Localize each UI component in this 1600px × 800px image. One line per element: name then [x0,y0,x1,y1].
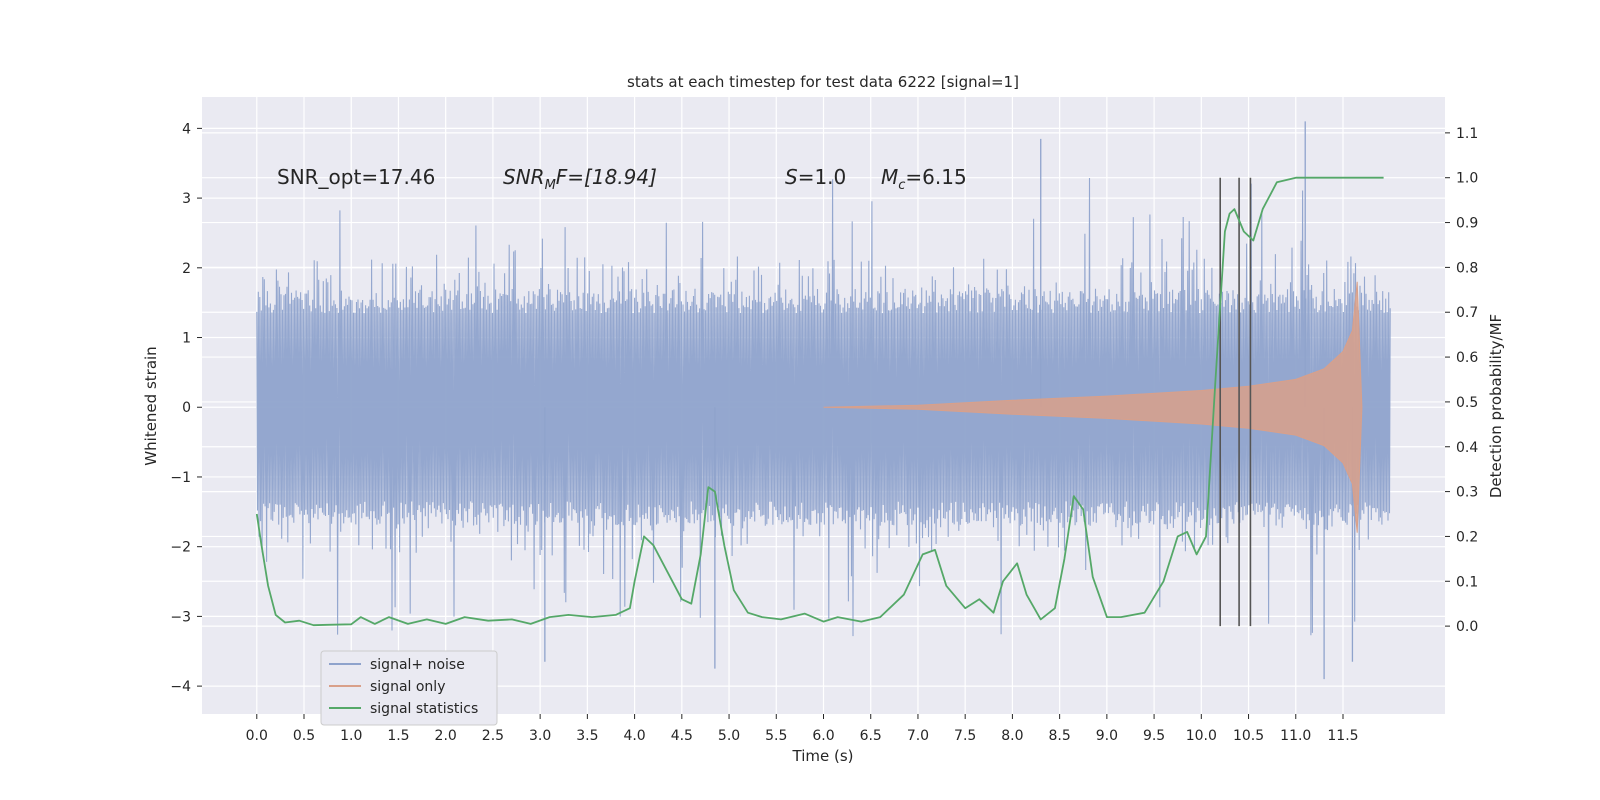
legend-label-signal-plus-noise: signal+ noise [370,657,465,673]
annotations: SNR_opt=17.46 SNRMF=[18.94] S=1.0 Mc=6.1… [277,165,967,193]
x-axis-label: Time (s) [792,747,854,765]
annotation-mc: Mc=6.15 [881,165,967,193]
x-tick-label: 5.0 [718,728,740,744]
legend-label-signal-only: signal only [370,679,445,695]
x-axis-ticks: 0.0 0.5 1.0 1.5 2.0 2.5 3.0 3.5 4.0 4.5 5.0 5.5 6.0 6… [246,714,1359,744]
y-left-tick-label: −3 [170,609,191,625]
chart-title: stats at each timestep for test data 622… [627,73,1019,91]
x-tick-label: 1.5 [387,728,409,744]
y-right-tick-label: 0.8 [1456,260,1478,276]
x-tick-label: 7.0 [907,728,929,744]
legend: signal+ noise signal only signal statist… [320,650,498,726]
annotation-snr-mf: SNRMF=[18.94] [503,165,657,193]
x-tick-label: 8.5 [1048,728,1070,744]
y-right-tick-label: 0.1 [1456,574,1478,590]
x-tick-label: 4.0 [623,728,645,744]
x-tick-label: 1.0 [340,728,362,744]
x-tick-label: 9.0 [1096,728,1118,744]
y-right-tick-label: 0.0 [1456,619,1478,635]
x-tick-label: 6.5 [860,728,882,744]
annotation-snr-mf-subscript: M [545,178,556,193]
x-tick-label: 9.5 [1143,728,1165,744]
y-axis-right-label: Detection probability/MF [1487,314,1505,498]
x-tick-label: 8.0 [1001,728,1023,744]
y-axis-left-label: Whitened strain [142,346,160,465]
y-right-tick-label: 0.2 [1456,529,1478,545]
signal-only-envelope [823,281,1363,533]
y-axis-right-ticks: 1.1 1.0 0.9 0.8 0.7 0.6 0.5 0.4 0.3 0.2 0.1 0.0 [1445,126,1478,635]
y-left-tick-label: 0 [182,400,191,416]
x-tick-label: 5.5 [765,728,787,744]
y-left-tick-label: 4 [182,121,191,137]
x-tick-label: 10.5 [1233,728,1264,744]
x-tick-label: 11.0 [1280,728,1311,744]
x-tick-label: 11.5 [1327,728,1358,744]
annotation-snr-mf-symbol: SNR [503,165,545,189]
y-axis-left-ticks: 4 3 2 1 0 −1 −2 −3 −4 [170,121,202,695]
y-right-tick-label: 0.3 [1456,485,1478,501]
annotation-mc-subscript: c [898,178,905,193]
y-right-tick-label: 1.1 [1456,126,1478,142]
annotation-s: S=1.0 [785,165,846,189]
x-tick-label: 0.5 [293,728,315,744]
y-left-tick-label: 1 [182,331,191,347]
x-tick-label: 2.0 [435,728,457,744]
y-right-tick-label: 0.6 [1456,350,1478,366]
annotation-mc-symbol: M [881,165,898,189]
y-left-tick-label: 2 [182,261,191,277]
x-tick-label: 7.5 [954,728,976,744]
annotation-s-rest: =1.0 [798,165,847,189]
y-right-tick-label: 0.5 [1456,395,1478,411]
x-tick-label: 2.5 [482,728,504,744]
x-tick-label: 6.0 [812,728,834,744]
legend-label-signal-statistics: signal statistics [370,701,478,717]
vertical-markers [1219,177,1252,627]
y-left-tick-label: 3 [182,191,191,207]
x-tick-label: 4.5 [671,728,693,744]
y-right-tick-label: 0.7 [1456,305,1478,321]
y-right-tick-label: 1.0 [1456,171,1478,187]
noise-trace [256,177,1391,637]
series-signal-statistics [255,176,1384,627]
series-signal-only [823,281,1363,533]
annotation-s-symbol: S [785,165,798,189]
x-tick-label: 3.5 [576,728,598,744]
annotation-mc-rest: =6.15 [905,165,966,189]
y-right-tick-label: 0.4 [1456,440,1478,456]
legend-box [320,650,498,726]
x-tick-label: 10.0 [1186,728,1217,744]
x-tick-label: 3.0 [529,728,551,744]
y-left-tick-label: −2 [170,540,191,556]
y-right-tick-label: 0.9 [1456,216,1478,232]
annotation-snr-mf-rest: F=[18.94] [556,165,657,189]
y-left-tick-label: −4 [170,679,191,695]
x-tick-label: 0.0 [246,728,268,744]
y-left-tick-label: −1 [170,470,191,486]
statistics-line [255,176,1384,627]
annotation-snr-opt: SNR_opt=17.46 [277,165,435,189]
